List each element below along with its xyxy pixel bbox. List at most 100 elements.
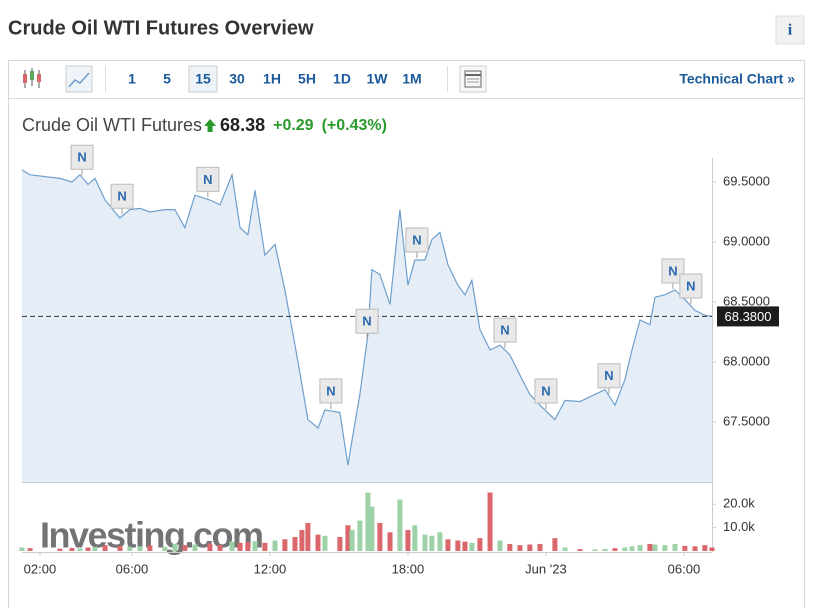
volume-bar (462, 541, 468, 551)
price-area (22, 170, 712, 482)
volume-bar (237, 542, 243, 551)
news-marker[interactable] (493, 317, 517, 343)
volume-bar (422, 534, 428, 551)
volume-bar (345, 525, 351, 551)
volume-bar (27, 548, 33, 551)
volume-bar (292, 536, 298, 551)
volume-bar (377, 522, 383, 551)
news-marker-label[interactable]: N (541, 383, 550, 398)
volume-bar (85, 547, 91, 551)
volume-bar (305, 522, 311, 551)
last-price-box (717, 306, 779, 327)
volume-bar (102, 545, 108, 551)
volume-bar (709, 547, 715, 551)
volume-bar (299, 529, 305, 551)
interval-button[interactable]: 30 (229, 71, 245, 87)
last-price-label: 68.3800 (725, 309, 772, 324)
x-tick-label: 06:00 (116, 561, 149, 576)
interval-selected (188, 65, 218, 93)
volume-bar (147, 545, 153, 551)
volume-bar (229, 541, 235, 551)
volume-bar (672, 543, 678, 551)
news-marker-label[interactable]: N (326, 383, 335, 398)
volume-bar (517, 545, 523, 551)
volume-bar (192, 544, 198, 551)
volume-bar (602, 548, 608, 551)
volume-bar (315, 534, 321, 551)
info-button[interactable] (775, 15, 805, 45)
volume-bar (337, 536, 343, 551)
widget-frame (8, 60, 805, 608)
news-marker-label[interactable]: N (604, 368, 613, 383)
interval-button[interactable]: 1H (263, 71, 281, 87)
x-tick-label: 18:00 (392, 561, 425, 576)
table-icon[interactable] (459, 65, 487, 93)
technical-chart-link[interactable]: Technical Chart » (679, 71, 795, 87)
volume-bar (19, 547, 25, 551)
news-marker-label[interactable]: N (412, 232, 421, 247)
interval-button[interactable]: 1M (402, 71, 421, 87)
y-tick-label: 69.0000 (723, 233, 770, 248)
volume-bar (412, 525, 418, 551)
interval-button[interactable]: 15 (195, 71, 211, 87)
x-tick-label: Jun '23 (525, 561, 567, 576)
info-icon[interactable]: i (788, 22, 793, 39)
volume-bar (662, 545, 668, 551)
news-marker[interactable] (405, 227, 429, 253)
news-marker-label[interactable]: N (668, 263, 677, 278)
volume-bar (117, 545, 123, 551)
interval-button[interactable]: 1 (128, 71, 136, 87)
news-marker-label[interactable]: N (500, 323, 509, 338)
news-marker-label[interactable]: N (686, 278, 695, 293)
interval-button[interactable]: 5 (163, 71, 171, 87)
volume-bar (369, 506, 375, 551)
x-tick-label: 06:00 (668, 561, 701, 576)
news-marker-label[interactable]: N (203, 172, 212, 187)
volume-bar (647, 543, 653, 551)
news-marker-label[interactable]: N (117, 189, 126, 204)
news-marker[interactable] (355, 308, 379, 334)
news-marker[interactable] (679, 273, 703, 299)
volume-bar (537, 543, 543, 551)
volume-bar (397, 499, 403, 551)
area-icon-button[interactable] (65, 65, 93, 93)
candle-icon[interactable] (23, 68, 41, 88)
volume-bar (477, 538, 483, 551)
volume-tick-label: 20.0k (723, 496, 755, 511)
volume-bar (137, 546, 143, 551)
news-marker[interactable] (661, 258, 685, 284)
volume-bar (577, 549, 583, 551)
volume-bar (629, 546, 635, 551)
news-marker[interactable] (70, 144, 94, 170)
x-tick-label: 12:00 (254, 561, 287, 576)
x-tick-label: 02:00 (24, 561, 57, 576)
news-marker[interactable] (110, 183, 134, 209)
y-tick-label: 68.5000 (723, 293, 770, 308)
news-marker[interactable] (597, 363, 621, 389)
news-marker[interactable] (319, 378, 343, 404)
interval-button[interactable]: 1W (367, 71, 389, 87)
up-arrow (204, 119, 217, 132)
news-marker[interactable] (196, 166, 220, 192)
area-icon (68, 72, 90, 88)
volume-bar (702, 545, 708, 551)
interval-button[interactable]: 5H (298, 71, 316, 87)
volume-bar (207, 543, 213, 551)
interval-button[interactable]: 1D (333, 71, 351, 87)
volume-bar (182, 545, 188, 551)
volume-bar (217, 544, 223, 551)
volume-bar (322, 535, 328, 551)
instrument-name: Crude Oil WTI Futures (22, 115, 202, 135)
news-marker[interactable] (534, 378, 558, 404)
news-marker-label[interactable]: N (77, 150, 86, 165)
volume-bar (692, 546, 698, 551)
volume-bar (77, 548, 83, 551)
volume-bar (272, 540, 278, 551)
volume-bar (562, 547, 568, 551)
volume-bar (622, 547, 628, 551)
volume-bar (612, 548, 618, 551)
page-title: Crude Oil WTI Futures Overview (8, 17, 314, 39)
news-marker-label[interactable]: N (362, 314, 371, 329)
y-tick-label: 67.5000 (723, 413, 770, 428)
